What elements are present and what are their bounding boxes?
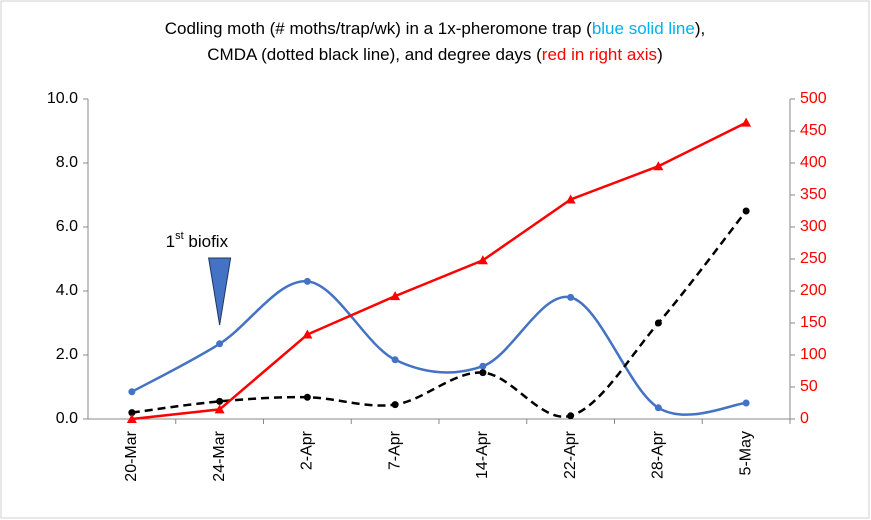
title-part: ) <box>657 45 663 64</box>
point <box>741 117 752 127</box>
point <box>742 399 750 407</box>
annotation-part: 1 <box>166 232 175 251</box>
title-part: CMDA (dotted black line), and degree day… <box>207 45 542 64</box>
x-tick-label: 2-Apr <box>299 430 316 470</box>
point <box>479 369 487 377</box>
x-tick-label: 7-Apr <box>386 430 403 470</box>
chart-title: Codling moth (# moths/trap/wk) in a 1x-p… <box>165 19 705 38</box>
point <box>391 401 399 409</box>
point <box>654 404 662 412</box>
y-tick-label: 2.0 <box>56 346 78 363</box>
point <box>742 207 750 215</box>
chart-title: CMDA (dotted black line), and degree day… <box>207 45 662 64</box>
title-part: red in right axis <box>542 45 657 64</box>
y-tick-label: 8.0 <box>56 154 78 171</box>
x-tick-label: 22-Apr <box>562 430 579 479</box>
point <box>567 293 575 301</box>
point <box>216 340 224 348</box>
point <box>390 291 401 301</box>
y2-tick-label: 500 <box>800 90 827 107</box>
point <box>567 412 575 420</box>
x-tick-label: 24-Mar <box>211 430 228 481</box>
point <box>391 356 399 364</box>
point <box>303 393 311 401</box>
y2-tick-label: 300 <box>800 218 827 235</box>
title-part: Codling moth (# moths/trap/wk) in a 1x-p… <box>165 19 592 38</box>
title-part: blue solid line <box>592 19 695 38</box>
point <box>653 161 664 171</box>
point <box>477 255 488 265</box>
biofix-marker <box>208 257 232 326</box>
series-line <box>131 121 747 421</box>
point <box>128 409 136 417</box>
point <box>565 194 576 204</box>
y-tick-label: 10.0 <box>47 90 78 107</box>
y2-tick-label: 150 <box>800 314 827 331</box>
point <box>216 397 224 405</box>
y2-tick-label: 0 <box>800 410 809 427</box>
x-tick-label: 14-Apr <box>474 430 491 479</box>
y2-tick-label: 50 <box>800 378 818 395</box>
point <box>303 277 311 285</box>
y-tick-label: 4.0 <box>56 282 78 299</box>
y2-tick-label: 250 <box>800 250 827 267</box>
y-tick-label: 6.0 <box>56 218 78 235</box>
point <box>479 362 487 370</box>
x-tick-label: 20-Mar <box>123 430 140 481</box>
point <box>302 329 313 339</box>
annotation-part: st <box>175 230 184 242</box>
y2-tick-label: 350 <box>800 186 827 203</box>
x-tick-label: 5-May <box>737 431 754 475</box>
y2-tick-label: 200 <box>800 282 827 299</box>
y2-tick-label: 450 <box>800 122 827 139</box>
series-line <box>131 280 747 416</box>
point <box>654 319 662 327</box>
point <box>126 414 137 423</box>
annotation-part: biofix <box>184 232 229 251</box>
y2-tick-label: 100 <box>800 346 827 363</box>
point <box>128 388 136 396</box>
y2-tick-label: 400 <box>800 154 827 171</box>
title-part: ), <box>695 19 705 38</box>
x-tick-label: 28-Apr <box>650 430 667 479</box>
point <box>214 404 225 414</box>
annotation: 1st biofix <box>166 230 229 252</box>
y-tick-label: 0.0 <box>56 410 78 427</box>
